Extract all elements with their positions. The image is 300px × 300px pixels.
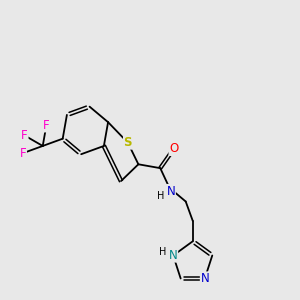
Text: N: N: [167, 184, 175, 197]
Text: S: S: [124, 136, 132, 149]
Text: H: H: [159, 247, 166, 257]
Text: N: N: [169, 249, 178, 262]
Text: H: H: [157, 191, 165, 201]
Text: F: F: [20, 147, 26, 160]
Text: F: F: [21, 129, 28, 142]
Text: N: N: [200, 272, 209, 285]
Text: F: F: [43, 119, 50, 132]
Text: O: O: [169, 142, 178, 155]
